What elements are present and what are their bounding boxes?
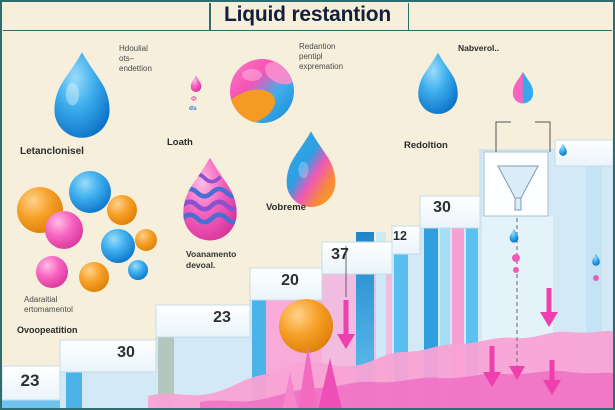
pink-spikes <box>282 346 342 410</box>
blue-droplet-icon <box>54 52 110 138</box>
label-mix-droplet: Vobreme <box>266 202 306 213</box>
drip-glyph-bottom: ds <box>189 105 197 112</box>
small-two-tone-droplet-icon <box>512 71 534 104</box>
title-tick-right <box>407 3 409 30</box>
right-blue-droplet-icon <box>418 52 458 114</box>
gradient-droplet-icon <box>286 131 336 207</box>
bar-value-5: 37 <box>331 246 349 263</box>
funnel-box <box>483 151 549 217</box>
title-divider <box>3 30 612 31</box>
swirl-sphere-icon <box>230 59 294 123</box>
label-sphere-cluster-note: Adaraitial ertomamentol <box>24 295 73 314</box>
pink-drip-icon <box>190 75 202 92</box>
bar-value-6: 12 <box>393 229 407 243</box>
bar-value-7: 30 <box>433 199 451 216</box>
bar-value-3: 23 <box>213 309 231 326</box>
label-swirl-sphere-note: Redantion pentipl expremation <box>299 42 344 71</box>
bar-caps <box>1 139 614 401</box>
down-arrow-icons <box>337 288 561 395</box>
bar-value-2: 30 <box>117 344 135 361</box>
label-small-drip: Loath <box>167 137 193 148</box>
patterned-droplet-icon <box>183 157 237 241</box>
label-sphere-cluster-caption: Ovoopeatition <box>17 325 78 335</box>
bar-value-4: 20 <box>281 272 299 289</box>
label-small-right-droplet: Nabverol.. <box>458 43 500 53</box>
orange-sphere-icon <box>279 299 333 353</box>
label-right-blue-droplet: Redoltion <box>404 140 448 151</box>
label-big-blue-droplet: Letanclonisel <box>20 146 84 157</box>
label-top-left-note: Hdoulial ots– endettion <box>119 44 152 73</box>
bar-value-1: 23 <box>20 371 40 390</box>
title-tick-left <box>209 3 211 30</box>
sphere-cluster-icon <box>17 171 157 292</box>
label-patterned-droplet: Voanamento devoal. <box>186 249 237 270</box>
guide-lines <box>345 121 551 366</box>
falling-drops <box>509 144 600 281</box>
page-title: Liquid restantion <box>224 3 391 26</box>
drip-glyph-top: Φ <box>191 96 197 103</box>
